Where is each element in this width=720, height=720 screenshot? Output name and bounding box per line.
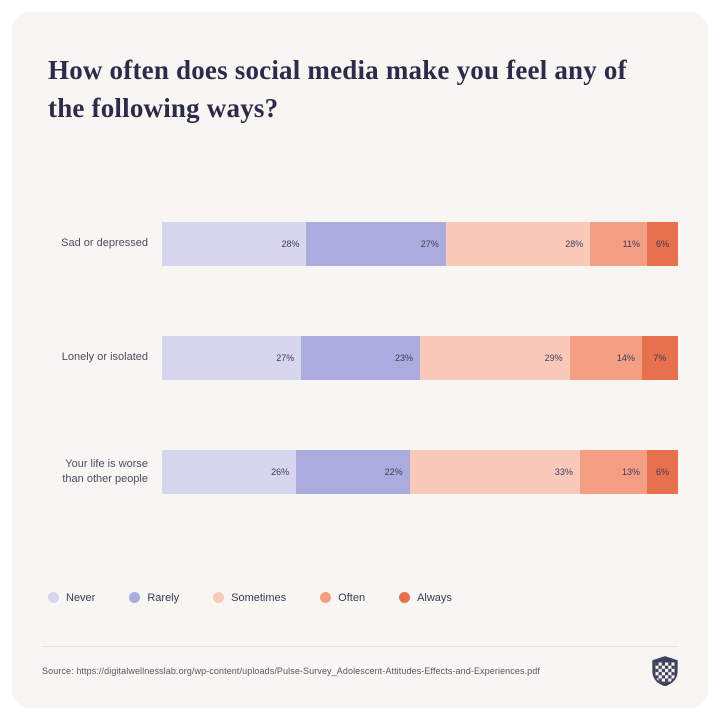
legend-dot-icon: [48, 592, 59, 604]
chart-legend: Never Rarely Sometimes Often Always: [48, 592, 678, 604]
chart-row: Your life is worse than other people 26% 2…: [42, 449, 678, 494]
bar-segment-always: 6%: [647, 449, 678, 494]
chart-row: Lonely or isolated 27% 23% 29% 14% 7%: [42, 335, 678, 380]
footer: Source: https://digitalwellnesslab.org/w…: [42, 646, 678, 686]
stacked-bar-chart: Sad or depressed 28% 27% 28% 11% 6% Lonely or …: [42, 221, 678, 564]
legend-dot-icon: [399, 592, 411, 604]
category-label: Lonely or isolated: [61, 351, 148, 364]
bar-segment-rarely: 23%: [301, 335, 420, 380]
chart-title: How often does social media make you fee…: [48, 55, 627, 123]
category-label: Your life is worse than other people: [62, 457, 148, 485]
chart-row: Sad or depressed 28% 27% 28% 11% 6%: [42, 221, 678, 266]
legend-label: Always: [417, 591, 452, 604]
bar-segment-often: 14%: [569, 335, 642, 380]
legend-label: Often: [338, 591, 366, 604]
legend-dot-icon: [213, 592, 225, 604]
bar-segment-always: 7%: [641, 335, 678, 380]
footer-divider: [42, 646, 678, 647]
legend-dot-icon: [129, 592, 141, 604]
bar-segment-often: 13%: [579, 449, 648, 494]
bar-segment-sometimes: 28%: [445, 221, 591, 266]
legend-item-sometimes: Sometimes: [213, 592, 286, 604]
bar-segment-always: 6%: [647, 221, 678, 266]
bar-track: 28% 27% 28% 11% 6%: [162, 221, 678, 266]
bar-track: 26% 22% 33% 13% 6%: [162, 449, 678, 494]
legend-item-rarely: Rarely: [129, 592, 179, 604]
legend-item-always: Always: [399, 592, 452, 604]
bar-segment-never: 27%: [162, 335, 302, 380]
bar-segment-sometimes: 33%: [409, 449, 580, 494]
legend-label: Never: [66, 591, 96, 604]
bar-segment-often: 11%: [590, 221, 647, 266]
shield-checkered-icon: [652, 656, 678, 686]
legend-item-often: Often: [320, 592, 365, 604]
infographic-card: How often does social media make you fee…: [12, 12, 708, 708]
bar-segment-rarely: 22%: [296, 449, 410, 494]
bar-track: 27% 23% 29% 14% 7%: [162, 335, 678, 380]
legend-item-never: Never: [48, 592, 95, 604]
bar-segment-rarely: 27%: [306, 221, 446, 266]
legend-dot-icon: [320, 592, 332, 604]
legend-label: Rarely: [147, 591, 180, 604]
source-citation: Source: https://digitalwellnesslab.org/w…: [42, 666, 540, 676]
bar-segment-never: 26%: [162, 449, 297, 494]
category-label: Sad or depressed: [61, 237, 148, 250]
bar-segment-never: 28%: [162, 221, 307, 266]
legend-label: Sometimes: [231, 591, 287, 604]
bar-segment-sometimes: 29%: [419, 335, 570, 380]
